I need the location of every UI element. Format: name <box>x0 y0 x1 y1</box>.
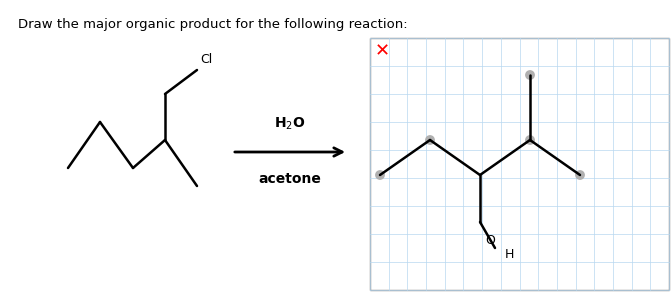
Text: O: O <box>485 234 495 247</box>
Text: H$_2$O: H$_2$O <box>274 116 306 132</box>
Text: ✕: ✕ <box>375 42 390 60</box>
Text: H: H <box>505 249 515 262</box>
Text: Cl: Cl <box>200 53 212 66</box>
Point <box>574 172 585 177</box>
Point <box>525 73 535 77</box>
Bar <box>370 38 669 290</box>
Text: Draw the major organic product for the following reaction:: Draw the major organic product for the f… <box>18 18 407 31</box>
Point <box>374 172 385 177</box>
Text: acetone: acetone <box>258 172 321 186</box>
Point <box>525 138 535 142</box>
Point <box>425 138 435 142</box>
